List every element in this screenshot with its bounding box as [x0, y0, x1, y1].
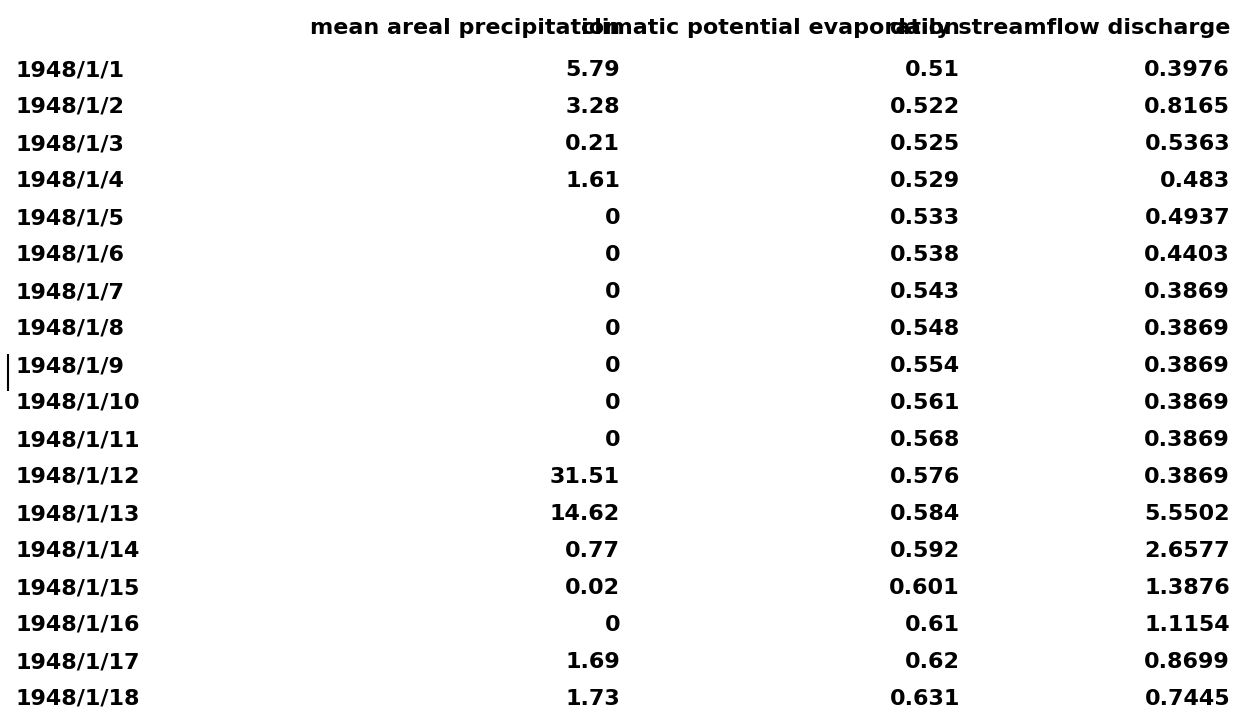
- Text: 0.5363: 0.5363: [1145, 134, 1230, 154]
- Text: 0: 0: [604, 356, 620, 376]
- Text: 3.28: 3.28: [565, 97, 620, 117]
- Text: 0.8165: 0.8165: [1145, 97, 1230, 117]
- Text: 0: 0: [604, 615, 620, 635]
- Text: 0.51: 0.51: [905, 60, 960, 80]
- Text: 0: 0: [604, 430, 620, 450]
- Text: 0.548: 0.548: [890, 319, 960, 339]
- Text: 0.4937: 0.4937: [1145, 208, 1230, 228]
- Text: 1948/1/13: 1948/1/13: [15, 504, 139, 524]
- Text: 1948/1/10: 1948/1/10: [15, 393, 140, 413]
- Text: mean areal precipitation: mean areal precipitation: [310, 18, 620, 38]
- Text: 2.6577: 2.6577: [1145, 541, 1230, 561]
- Text: 0.21: 0.21: [565, 134, 620, 154]
- Text: 5.79: 5.79: [565, 60, 620, 80]
- Text: 0.576: 0.576: [889, 467, 960, 487]
- Text: 0.3976: 0.3976: [1145, 60, 1230, 80]
- Text: 1948/1/11: 1948/1/11: [15, 430, 139, 450]
- Text: 0.02: 0.02: [565, 578, 620, 598]
- Text: 0.529: 0.529: [890, 171, 960, 191]
- Text: 0.538: 0.538: [890, 245, 960, 265]
- Text: 0: 0: [604, 245, 620, 265]
- Text: 1948/1/15: 1948/1/15: [15, 578, 139, 598]
- Text: 0.522: 0.522: [890, 97, 960, 117]
- Text: 0.4403: 0.4403: [1145, 245, 1230, 265]
- Text: 0.592: 0.592: [890, 541, 960, 561]
- Text: 1.61: 1.61: [565, 171, 620, 191]
- Text: 0.3869: 0.3869: [1145, 282, 1230, 302]
- Text: 1948/1/6: 1948/1/6: [15, 245, 124, 265]
- Text: 0.3869: 0.3869: [1145, 430, 1230, 450]
- Text: 1948/1/12: 1948/1/12: [15, 467, 139, 487]
- Text: 31.51: 31.51: [549, 467, 620, 487]
- Text: 14.62: 14.62: [549, 504, 620, 524]
- Text: 0.61: 0.61: [905, 615, 960, 635]
- Text: 0.8699: 0.8699: [1145, 652, 1230, 672]
- Text: 5.5502: 5.5502: [1145, 504, 1230, 524]
- Text: 0.3869: 0.3869: [1145, 467, 1230, 487]
- Text: 0.3869: 0.3869: [1145, 393, 1230, 413]
- Text: 1948/1/9: 1948/1/9: [15, 356, 124, 376]
- Text: 0.631: 0.631: [889, 689, 960, 709]
- Text: 1948/1/5: 1948/1/5: [15, 208, 124, 228]
- Text: 0: 0: [604, 282, 620, 302]
- Text: 1948/1/1: 1948/1/1: [15, 60, 124, 80]
- Text: 0.483: 0.483: [1159, 171, 1230, 191]
- Text: 1948/1/8: 1948/1/8: [15, 319, 124, 339]
- Text: 1948/1/14: 1948/1/14: [15, 541, 139, 561]
- Text: 1948/1/16: 1948/1/16: [15, 615, 139, 635]
- Text: 0.533: 0.533: [890, 208, 960, 228]
- Text: 0: 0: [604, 319, 620, 339]
- Text: 1948/1/18: 1948/1/18: [15, 689, 139, 709]
- Text: climatic potential evaporation: climatic potential evaporation: [582, 18, 960, 38]
- Text: 1948/1/4: 1948/1/4: [15, 171, 124, 191]
- Text: 0.62: 0.62: [905, 652, 960, 672]
- Text: 1948/1/7: 1948/1/7: [15, 282, 124, 302]
- Text: 0.7445: 0.7445: [1145, 689, 1230, 709]
- Text: 0.543: 0.543: [890, 282, 960, 302]
- Text: 0: 0: [604, 208, 620, 228]
- Text: 1948/1/3: 1948/1/3: [15, 134, 124, 154]
- Text: 0.3869: 0.3869: [1145, 319, 1230, 339]
- Text: 1.69: 1.69: [565, 652, 620, 672]
- Text: 0.601: 0.601: [889, 578, 960, 598]
- Text: 1.3876: 1.3876: [1145, 578, 1230, 598]
- Text: 0.584: 0.584: [890, 504, 960, 524]
- Text: 1948/1/17: 1948/1/17: [15, 652, 139, 672]
- Text: 1948/1/2: 1948/1/2: [15, 97, 124, 117]
- Text: 0.3869: 0.3869: [1145, 356, 1230, 376]
- Text: 1.73: 1.73: [565, 689, 620, 709]
- Text: 0: 0: [604, 393, 620, 413]
- Text: 1.1154: 1.1154: [1145, 615, 1230, 635]
- Text: 0.554: 0.554: [890, 356, 960, 376]
- Text: 0.77: 0.77: [565, 541, 620, 561]
- Text: 0.561: 0.561: [889, 393, 960, 413]
- Text: daily streamflow discharge: daily streamflow discharge: [889, 18, 1230, 38]
- Text: 0.568: 0.568: [889, 430, 960, 450]
- Text: 0.525: 0.525: [890, 134, 960, 154]
